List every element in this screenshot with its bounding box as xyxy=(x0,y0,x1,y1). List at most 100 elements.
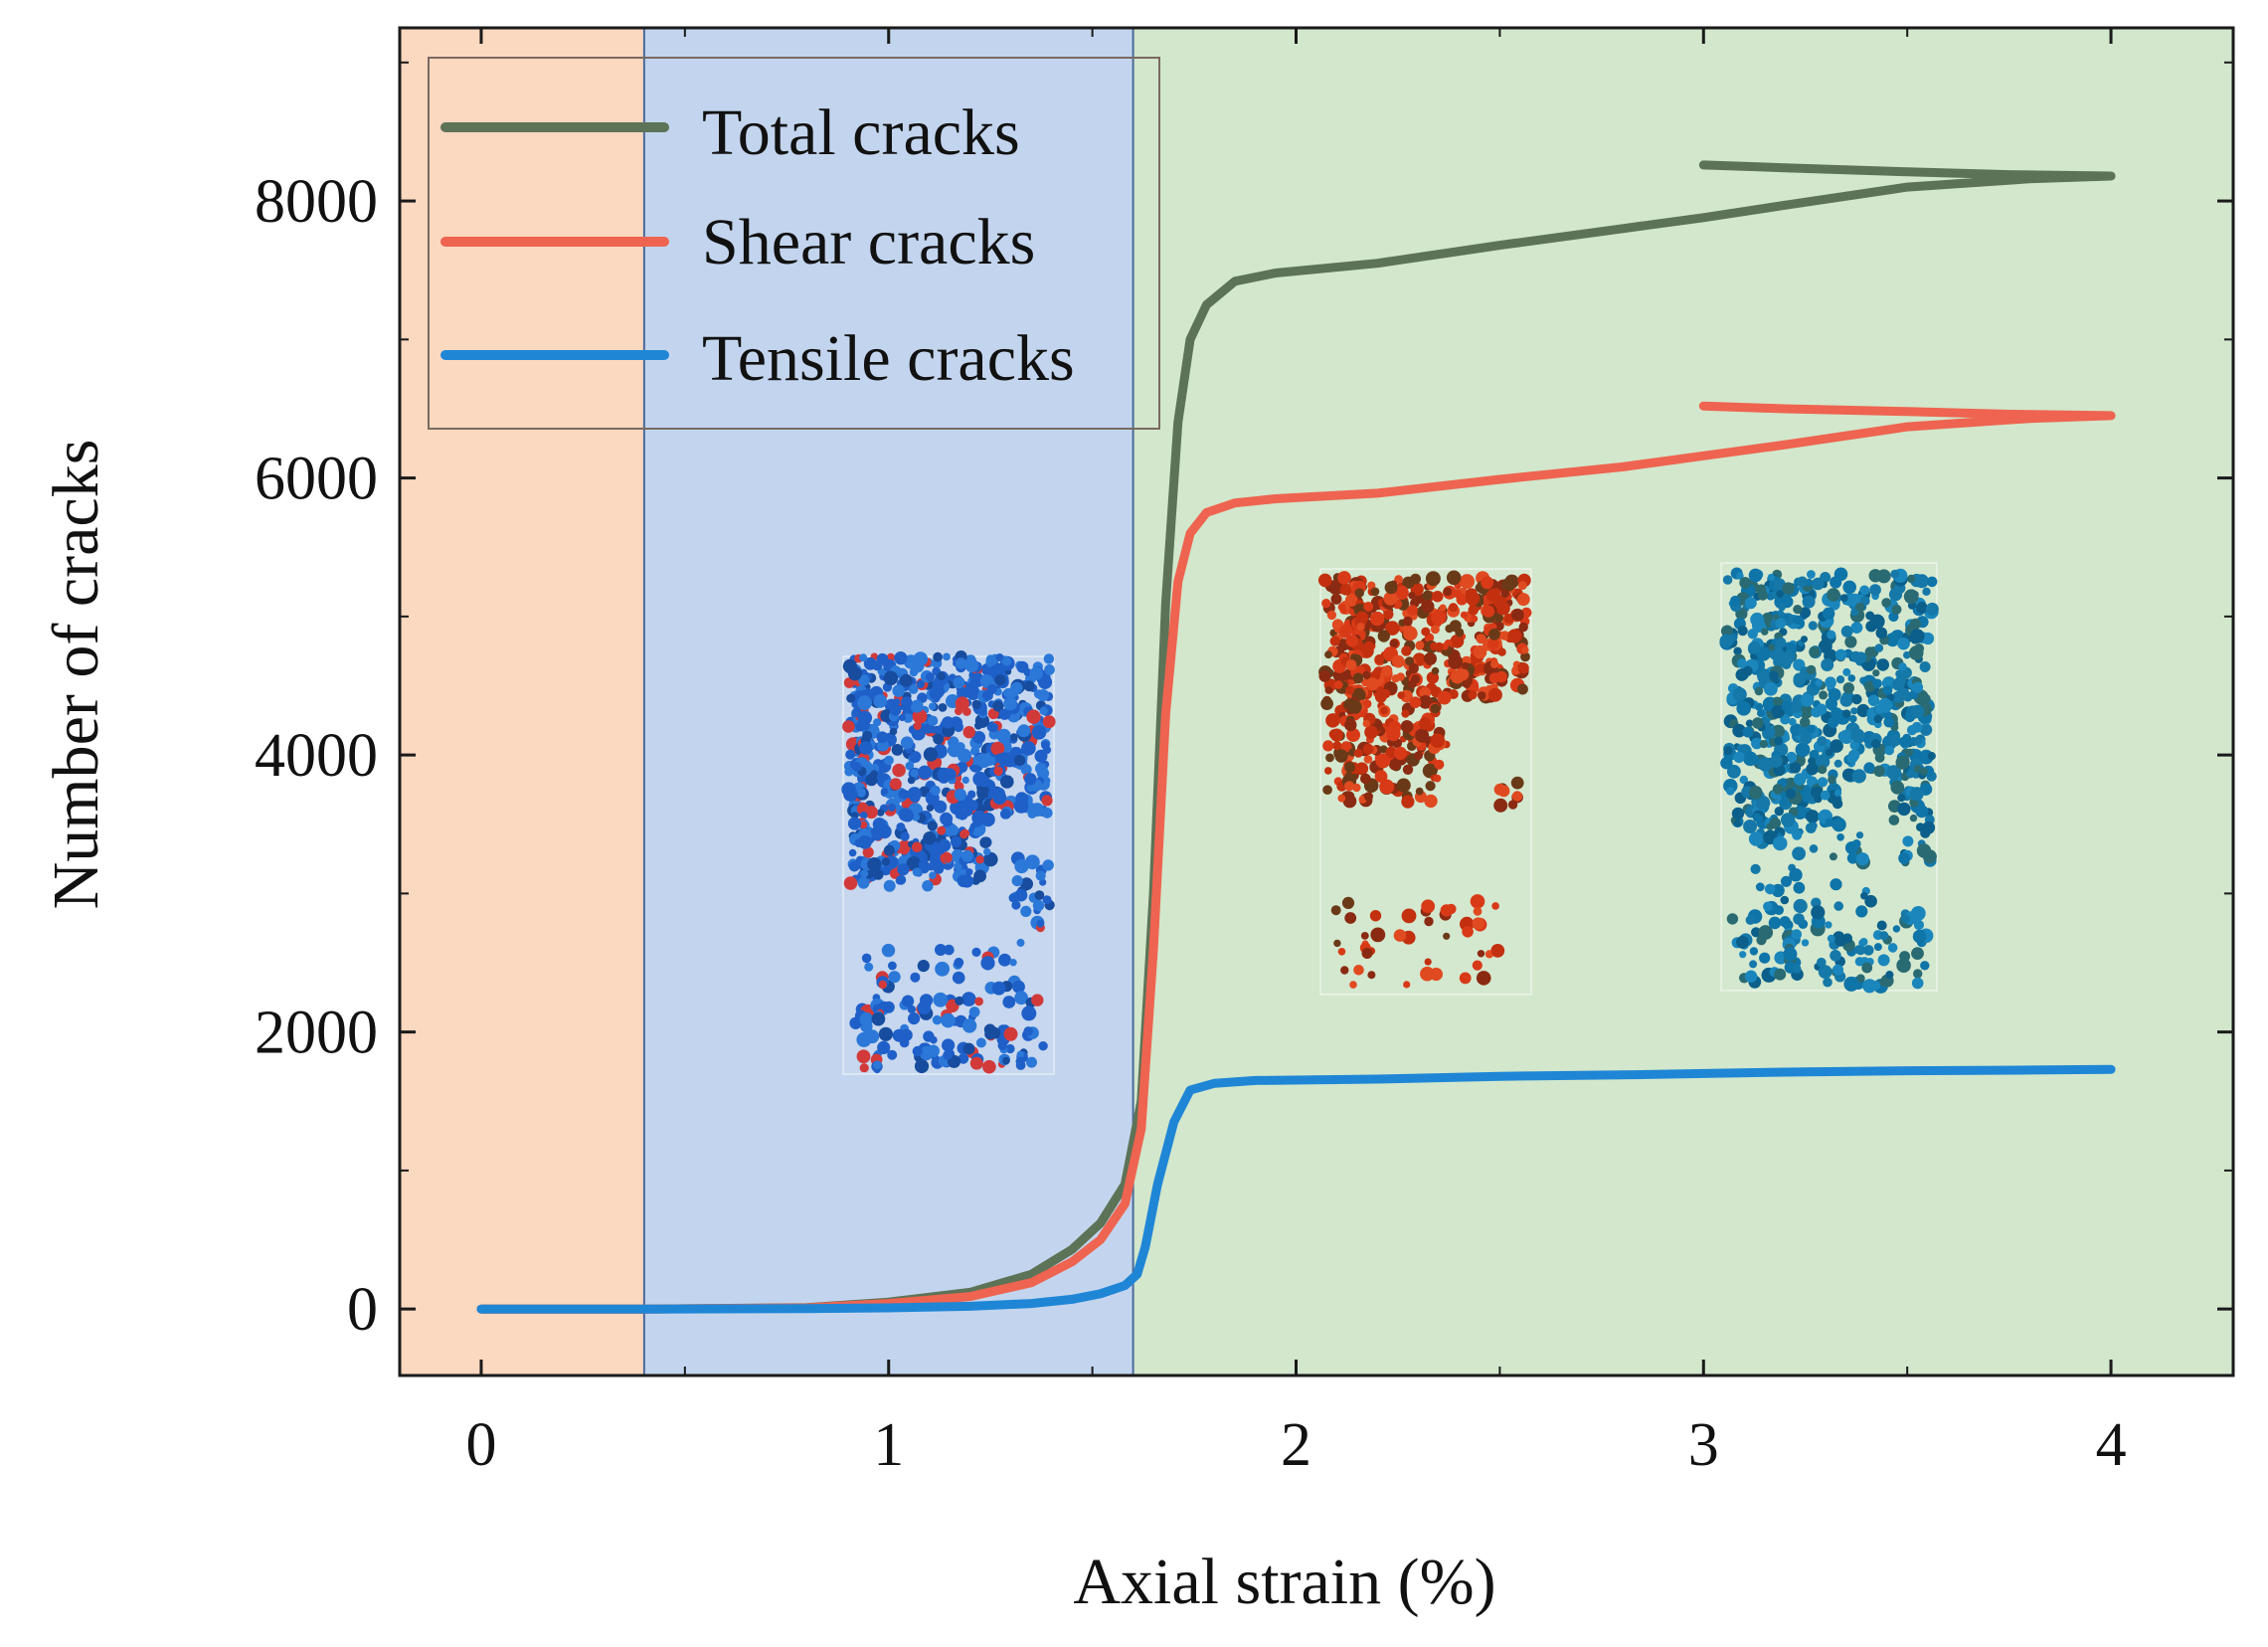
inset-1-dot xyxy=(1020,764,1032,776)
inset-tensile-crack-distribution xyxy=(1719,562,1939,994)
inset-2-dot xyxy=(1394,575,1403,584)
inset-1-dot xyxy=(910,699,924,713)
inset-3-dot xyxy=(1829,852,1837,861)
inset-3-dot xyxy=(1748,831,1764,846)
inset-2-dot xyxy=(1341,896,1355,910)
inset-1-dot xyxy=(873,869,884,880)
inset-3-dot xyxy=(1833,759,1842,768)
inset-2-dot xyxy=(1397,691,1405,699)
inset-1-dot xyxy=(917,1001,932,1015)
inset-3-dot xyxy=(1764,726,1776,739)
inset-2-dot xyxy=(1375,753,1391,769)
inset-2-dot xyxy=(1443,932,1451,940)
legend-label-total-cracks: Total cracks xyxy=(702,96,1020,169)
inset-2-dot xyxy=(1459,972,1472,985)
inset-2-dot xyxy=(1517,581,1527,591)
inset-3-dot xyxy=(1745,719,1754,728)
inset-3-dot xyxy=(1793,615,1804,625)
series-line-shear-cracks xyxy=(476,401,2116,1314)
inset-1-dot xyxy=(1021,1006,1037,1021)
inset-2-dot xyxy=(1343,795,1355,806)
inset-2-dot xyxy=(1374,770,1388,783)
inset-1-dot xyxy=(1038,763,1047,771)
inset-2-dot xyxy=(1374,653,1385,664)
inset-3-dot xyxy=(1844,636,1857,648)
inset-2-dot xyxy=(1490,659,1499,668)
y-tick-label: 2000 xyxy=(255,1000,378,1067)
inset-1-dot xyxy=(954,957,964,968)
inset-3-dot xyxy=(1832,818,1846,832)
inset-1-dot xyxy=(883,844,895,856)
inset-1-dot xyxy=(847,817,862,830)
inset-2-dot xyxy=(1379,745,1388,754)
inset-1-dot xyxy=(914,1058,930,1074)
inset-3-dot xyxy=(1876,569,1891,584)
inset-3-dot xyxy=(1913,736,1923,745)
inset-3-dot xyxy=(1895,669,1904,678)
inset-3-dot xyxy=(1763,901,1773,912)
inset-3-dot xyxy=(1749,960,1758,969)
inset-1-dot xyxy=(912,867,922,877)
inset-2-dot xyxy=(1470,615,1479,623)
inset-1-dot xyxy=(847,666,862,681)
legend-item-tensile-cracks: Tensile cracks xyxy=(440,322,1075,395)
inset-1-dot xyxy=(848,848,857,857)
inset-3-dot xyxy=(1727,764,1741,779)
inset-2-dot xyxy=(1337,948,1346,956)
inset-1-dot xyxy=(902,995,915,1007)
inset-3-dot xyxy=(1850,622,1863,634)
inset-1-dot xyxy=(1026,709,1041,724)
inset-3-dot xyxy=(1781,652,1794,666)
legend-item-total-cracks: Total cracks xyxy=(440,96,1020,169)
inset-1-dot xyxy=(1013,799,1029,814)
inset-3-dot xyxy=(1895,755,1910,770)
inset-2-dot xyxy=(1347,699,1362,714)
inset-1-dot xyxy=(922,880,934,892)
inset-1-dot xyxy=(887,803,896,812)
inset-1-dot xyxy=(1042,745,1052,755)
inset-3-dot xyxy=(1772,835,1788,851)
inset-2-dot xyxy=(1415,787,1424,796)
inset-2-dot xyxy=(1433,774,1442,783)
inset-1-dot xyxy=(859,1063,869,1073)
inset-1-dot xyxy=(938,703,948,712)
inset-2-dot xyxy=(1424,958,1432,966)
inset-3-dot xyxy=(1916,602,1928,614)
inset-2-dot xyxy=(1362,670,1370,679)
inset-3-dot xyxy=(1918,575,1928,584)
inset-3-dot xyxy=(1818,765,1828,775)
inset-3-dot xyxy=(1730,599,1738,607)
inset-3-dot xyxy=(1842,682,1855,694)
inset-3-dot xyxy=(1829,599,1840,611)
inset-3-dot xyxy=(1841,768,1855,782)
inset-2-dot xyxy=(1329,636,1340,646)
inset-3-dot xyxy=(1827,588,1840,602)
inset-2-dot xyxy=(1419,686,1432,699)
inset-2-dot xyxy=(1437,690,1452,705)
inset-3-dot xyxy=(1827,630,1836,640)
inset-1-dot xyxy=(843,876,858,890)
inset-3-dot xyxy=(1860,891,1868,900)
inset-2-dot xyxy=(1345,635,1358,647)
inset-2-dot xyxy=(1487,638,1499,650)
inset-3-dot xyxy=(1769,755,1783,768)
inset-1-dot xyxy=(901,810,915,823)
inset-3-dot xyxy=(1834,935,1846,947)
inset-3-dot xyxy=(1802,595,1816,609)
inset-3-dot xyxy=(1888,734,1901,747)
inset-2-dot xyxy=(1383,591,1398,606)
inset-3-dot xyxy=(1818,777,1829,788)
inset-1-dot xyxy=(918,858,930,870)
inset-1-dot xyxy=(873,694,888,708)
inset-3-dot xyxy=(1847,674,1856,682)
inset-1-dot xyxy=(911,726,926,741)
x-tick-label: 0 xyxy=(465,1411,496,1479)
inset-2-dot xyxy=(1468,690,1478,700)
inset-1-dot xyxy=(856,788,866,798)
inset-3-dot xyxy=(1805,578,1814,587)
inset-3-dot xyxy=(1805,823,1817,833)
inset-3-dot xyxy=(1874,643,1884,652)
inset-2-dot xyxy=(1402,764,1414,775)
inset-2-dot xyxy=(1497,647,1506,656)
inset-1-dot xyxy=(927,715,939,727)
